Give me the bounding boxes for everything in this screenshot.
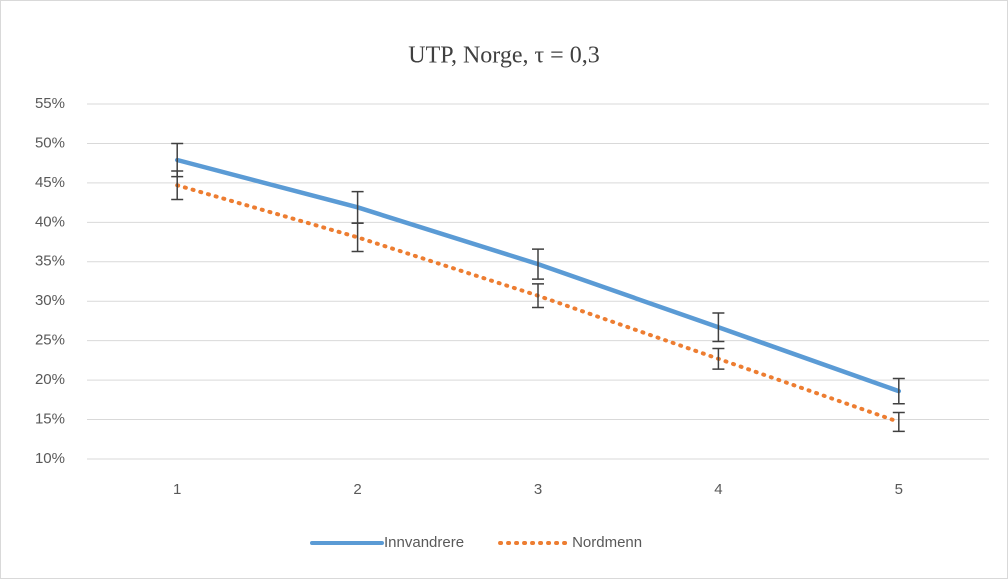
x-tick-label: 3 (534, 481, 542, 498)
y-tick-label: 25% (35, 332, 65, 349)
y-tick-label: 30% (35, 292, 65, 309)
error-bar (532, 248, 544, 280)
x-tick-label: 4 (714, 481, 722, 498)
legend-label: Innvandrere (384, 534, 464, 551)
x-tick-label: 1 (173, 481, 181, 498)
y-tick-label: 50% (35, 134, 65, 151)
y-tick-label: 55% (35, 95, 65, 112)
error-bar (351, 222, 364, 253)
x-tick-label: 2 (353, 481, 361, 498)
y-tick-label: 20% (35, 371, 65, 388)
y-tick-label: 40% (35, 213, 65, 230)
y-tick-label: 45% (35, 174, 65, 191)
y-tick-label: 35% (35, 253, 65, 270)
error-bar (892, 377, 905, 405)
error-bar (892, 411, 905, 433)
error-bar (712, 312, 725, 343)
error-bar (532, 283, 544, 309)
x-tick-label: 5 (895, 481, 903, 498)
legend-label: Nordmenn (572, 534, 642, 551)
y-tick-label: 15% (35, 411, 65, 428)
y-tick-label: 10% (35, 450, 65, 467)
chart-title: UTP, Norge, τ = 0,3 (408, 43, 599, 69)
error-bar (712, 347, 725, 370)
error-bar (171, 170, 184, 201)
